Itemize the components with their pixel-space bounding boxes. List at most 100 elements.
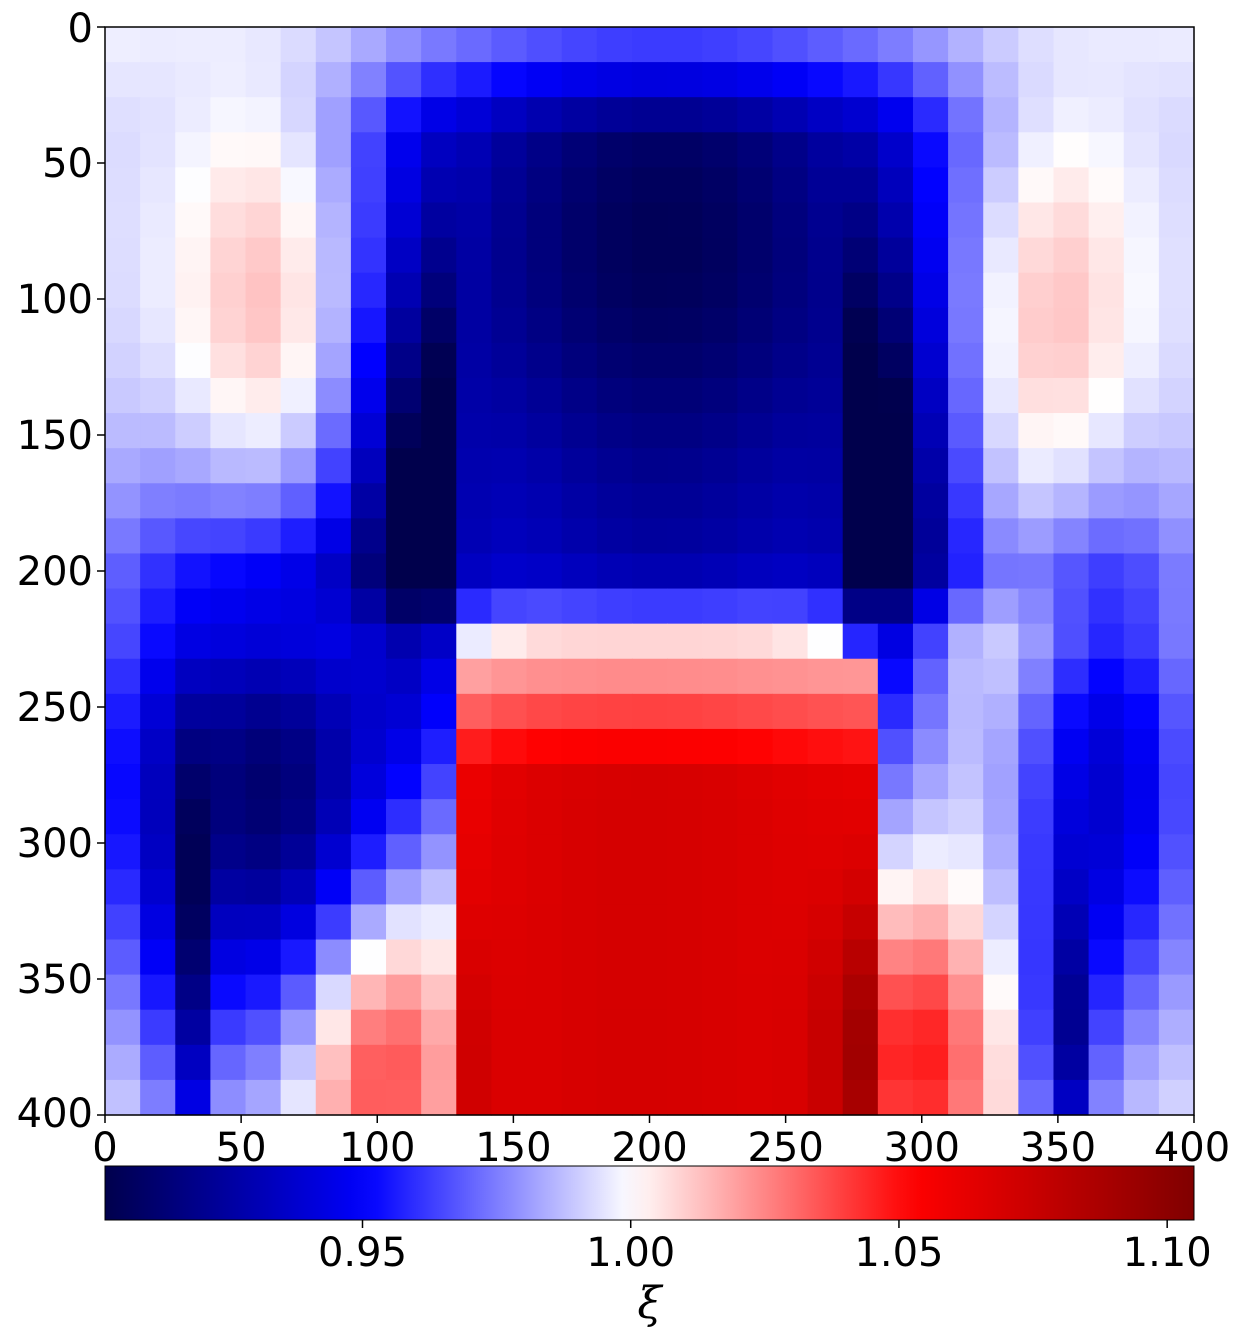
- heatmap-cell: [421, 869, 457, 906]
- heatmap-cell: [105, 272, 141, 309]
- heatmap-cell: [175, 799, 211, 835]
- heatmap-cell: [210, 342, 247, 379]
- heatmap-cell: [948, 342, 984, 379]
- heatmap-cell: [737, 1044, 774, 1081]
- heatmap-cell: [1158, 483, 1195, 519]
- heatmap-cell: [948, 1009, 984, 1046]
- heatmap-cell: [983, 1009, 1019, 1046]
- heatmap-cell: [877, 1009, 914, 1046]
- heatmap-cell: [877, 553, 914, 590]
- heatmap-cell: [983, 202, 1019, 239]
- heatmap-cell: [350, 448, 387, 484]
- heatmap-cell: [596, 974, 633, 1011]
- heatmap-cell: [140, 1009, 176, 1046]
- heatmap-cell: [877, 132, 914, 168]
- heatmap-cell: [596, 483, 633, 519]
- heatmap-cell: [983, 1044, 1019, 1081]
- heatmap-cell: [105, 588, 141, 625]
- heatmap-cell: [456, 939, 493, 976]
- heatmap-cell: [1088, 728, 1125, 765]
- heatmap-cell: [948, 272, 984, 309]
- heatmap-cell: [245, 518, 282, 555]
- heatmap-cell: [877, 518, 914, 555]
- heatmap-cell: [386, 237, 422, 274]
- heatmap-cell: [1053, 483, 1090, 519]
- heatmap-cell: [175, 588, 211, 625]
- heatmap-cell: [140, 939, 176, 976]
- heatmap-cell: [1018, 1079, 1055, 1116]
- heatmap-cell: [456, 1079, 493, 1116]
- heatmap-cell: [386, 939, 422, 976]
- heatmap-cell: [315, 483, 352, 519]
- heatmap-cell: [631, 799, 668, 835]
- heatmap-cell: [737, 904, 774, 941]
- heatmap-cell: [561, 377, 598, 414]
- heatmap-cell: [105, 869, 141, 906]
- heatmap-cell: [561, 1009, 598, 1046]
- heatmap-cell: [526, 237, 563, 274]
- heatmap-cell: [1123, 1079, 1160, 1116]
- heatmap-cell: [561, 728, 598, 765]
- heatmap-cell: [386, 518, 422, 555]
- heatmap-cell: [350, 167, 387, 204]
- heatmap-cell: [1018, 869, 1055, 906]
- heatmap-cell: [1123, 413, 1160, 449]
- heatmap-cell: [631, 974, 668, 1011]
- heatmap-cell: [948, 62, 984, 98]
- heatmap-cell: [631, 728, 668, 765]
- heatmap-cell: [526, 728, 563, 765]
- heatmap-cell: [105, 1079, 141, 1116]
- heatmap-cell: [1088, 237, 1125, 274]
- heatmap-cell: [280, 728, 317, 765]
- heatmap-cell: [491, 974, 528, 1011]
- x-tick-label: 250: [747, 1125, 823, 1171]
- heatmap-cell: [561, 834, 598, 870]
- heatmap-cell: [1158, 553, 1195, 590]
- heatmap-cell: [350, 588, 387, 625]
- heatmap-cell: [280, 939, 317, 976]
- heatmap-cell: [526, 202, 563, 239]
- heatmap-cell: [1158, 167, 1195, 204]
- heatmap-cell: [842, 413, 879, 449]
- heatmap-cell: [737, 237, 774, 274]
- heatmap-cell: [1158, 728, 1195, 765]
- heatmap-cell: [631, 518, 668, 555]
- heatmap-cell: [1053, 27, 1090, 63]
- heatmap-cell: [386, 869, 422, 906]
- heatmap-cell: [245, 307, 282, 344]
- x-tick-label: 50: [216, 1125, 267, 1171]
- heatmap-cell: [1018, 834, 1055, 870]
- heatmap-cell: [912, 518, 949, 555]
- heatmap-cell: [245, 27, 282, 63]
- heatmap-cell: [456, 377, 493, 414]
- heatmap-cell: [631, 904, 668, 941]
- heatmap-cell: [105, 518, 141, 555]
- heatmap-cell: [948, 27, 984, 63]
- heatmap-cell: [1053, 834, 1090, 870]
- heatmap-cell: [983, 834, 1019, 870]
- heatmap-cell: [175, 1009, 211, 1046]
- heatmap-cell: [948, 693, 984, 730]
- heatmap-cell: [667, 62, 703, 98]
- heatmap-cell: [175, 553, 211, 590]
- heatmap-cell: [421, 97, 457, 133]
- heatmap-cell: [350, 97, 387, 133]
- heatmap-cell: [561, 553, 598, 590]
- heatmap-cell: [315, 237, 352, 274]
- heatmap-cell: [280, 97, 317, 133]
- heatmap-cell: [456, 237, 493, 274]
- heatmap-cell: [702, 1009, 738, 1046]
- heatmap-cell: [561, 342, 598, 379]
- heatmap-cell: [1018, 448, 1055, 484]
- heatmap-cell: [1088, 799, 1125, 835]
- heatmap-cell: [280, 27, 317, 63]
- heatmap-cell: [1088, 342, 1125, 379]
- heatmap-cell: [175, 448, 211, 484]
- heatmap-cell: [315, 518, 352, 555]
- heatmap-cell: [1158, 623, 1195, 660]
- heatmap-cell: [1123, 728, 1160, 765]
- heatmap-cell: [350, 483, 387, 519]
- heatmap-cell: [772, 869, 809, 906]
- heatmap-cell: [140, 904, 176, 941]
- heatmap-cell: [1158, 1009, 1195, 1046]
